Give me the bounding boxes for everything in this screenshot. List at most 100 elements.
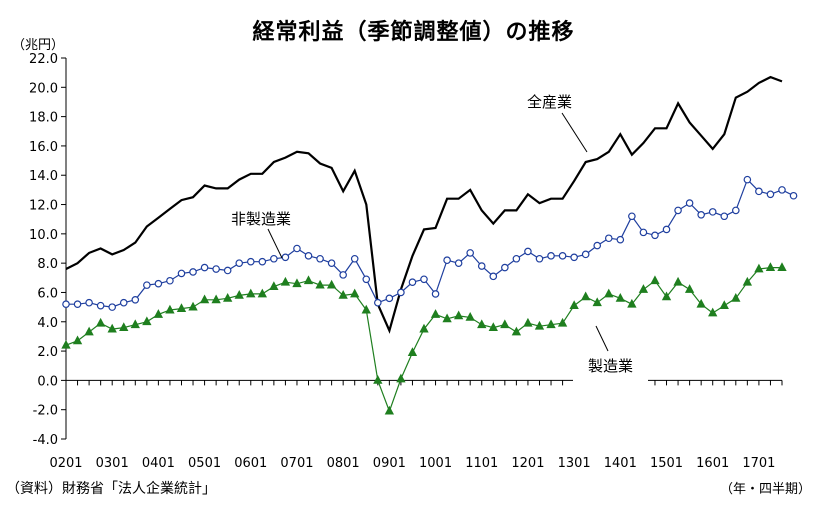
data-point bbox=[257, 288, 267, 298]
data-point bbox=[200, 263, 209, 272]
x-tick-label: 1301 bbox=[558, 456, 591, 471]
data-point bbox=[743, 175, 752, 184]
series-line bbox=[66, 178, 794, 308]
data-point bbox=[73, 300, 82, 308]
data-point bbox=[453, 310, 464, 320]
data-point bbox=[326, 279, 337, 289]
data-point bbox=[397, 288, 405, 297]
annotation-leader-line bbox=[267, 228, 283, 259]
source-note: （資料）財務省「法人企業統計」 bbox=[6, 481, 216, 497]
data-point bbox=[616, 235, 625, 244]
data-point bbox=[685, 199, 694, 207]
y-tick-label: 12.0 bbox=[29, 199, 58, 214]
data-point bbox=[511, 326, 522, 336]
data-point bbox=[107, 323, 117, 333]
data-point bbox=[512, 254, 521, 263]
data-point bbox=[315, 279, 325, 289]
y-tick-label: 0.0 bbox=[37, 374, 58, 389]
x-tick-label: 1001 bbox=[419, 456, 452, 471]
data-point bbox=[765, 262, 776, 271]
y-axis-unit-label: （兆円） bbox=[12, 38, 65, 53]
chart-title: 経常利益（季節調整値）の推移 bbox=[252, 20, 575, 45]
data-point bbox=[373, 375, 383, 384]
x-tick-label: 0901 bbox=[373, 456, 406, 471]
data-point bbox=[165, 304, 175, 314]
data-point bbox=[546, 319, 556, 329]
y-tick-label: 10.0 bbox=[29, 228, 58, 243]
data-point bbox=[408, 278, 417, 287]
data-point bbox=[327, 259, 336, 267]
data-point bbox=[651, 231, 659, 240]
data-point bbox=[154, 279, 163, 288]
data-point bbox=[766, 190, 775, 199]
y-tick-label: 20.0 bbox=[29, 81, 58, 96]
y-tick-label: -2.0 bbox=[33, 404, 58, 419]
data-point bbox=[661, 291, 672, 301]
annotation-leader-line bbox=[561, 112, 588, 153]
label-all-industries: 全産業 bbox=[527, 93, 572, 111]
data-point bbox=[339, 271, 347, 279]
data-point bbox=[789, 191, 798, 200]
data-point bbox=[419, 323, 429, 333]
data-point bbox=[557, 317, 568, 327]
data-point bbox=[547, 252, 555, 260]
data-point bbox=[742, 276, 753, 286]
data-point bbox=[465, 312, 475, 321]
data-point bbox=[454, 259, 463, 267]
data-point bbox=[293, 244, 301, 253]
data-point bbox=[350, 254, 359, 263]
data-point bbox=[316, 254, 324, 263]
data-point bbox=[246, 257, 255, 266]
series-all-industries bbox=[65, 75, 783, 334]
data-point bbox=[362, 275, 371, 284]
data-point bbox=[673, 276, 683, 286]
data-point bbox=[569, 300, 579, 310]
data-point bbox=[430, 309, 441, 318]
data-point bbox=[708, 307, 718, 317]
data-point bbox=[778, 186, 786, 194]
data-point bbox=[639, 228, 648, 237]
y-tick-label: 2.0 bbox=[37, 345, 58, 360]
data-point bbox=[95, 317, 106, 327]
data-point bbox=[420, 275, 428, 284]
data-point bbox=[281, 253, 290, 262]
data-point bbox=[466, 249, 474, 257]
data-point bbox=[650, 275, 660, 285]
data-point bbox=[720, 212, 729, 221]
data-point bbox=[258, 257, 267, 266]
data-point bbox=[674, 206, 682, 215]
data-point bbox=[732, 206, 740, 215]
y-tick-label: 16.0 bbox=[29, 140, 58, 155]
y-tick-label: 18.0 bbox=[29, 111, 58, 126]
data-point bbox=[638, 284, 649, 293]
series-line bbox=[65, 267, 782, 413]
data-point bbox=[199, 294, 210, 304]
data-point bbox=[684, 284, 695, 293]
data-point bbox=[477, 319, 487, 329]
data-point bbox=[269, 281, 279, 291]
data-point bbox=[62, 300, 70, 308]
x-tick-label: 0401 bbox=[142, 456, 175, 471]
data-point bbox=[777, 262, 787, 271]
data-point bbox=[604, 288, 614, 298]
label-non-manufacturing: 非製造業 bbox=[231, 210, 291, 228]
data-point bbox=[534, 320, 545, 330]
data-point bbox=[374, 298, 382, 307]
data-point bbox=[708, 208, 717, 216]
data-point bbox=[280, 276, 291, 286]
data-point bbox=[535, 254, 544, 263]
data-point bbox=[697, 210, 705, 219]
x-tick-label: 0301 bbox=[96, 456, 129, 471]
data-point bbox=[176, 303, 187, 312]
data-point bbox=[166, 276, 174, 285]
data-point bbox=[615, 292, 625, 302]
data-point bbox=[108, 303, 116, 311]
data-point bbox=[558, 252, 567, 260]
data-point bbox=[581, 291, 591, 301]
x-tick-label: 0601 bbox=[234, 456, 267, 471]
x-tick-label: 1101 bbox=[465, 456, 498, 471]
data-point bbox=[61, 339, 71, 349]
data-point bbox=[223, 292, 233, 302]
x-tick-label: 0701 bbox=[280, 456, 313, 471]
